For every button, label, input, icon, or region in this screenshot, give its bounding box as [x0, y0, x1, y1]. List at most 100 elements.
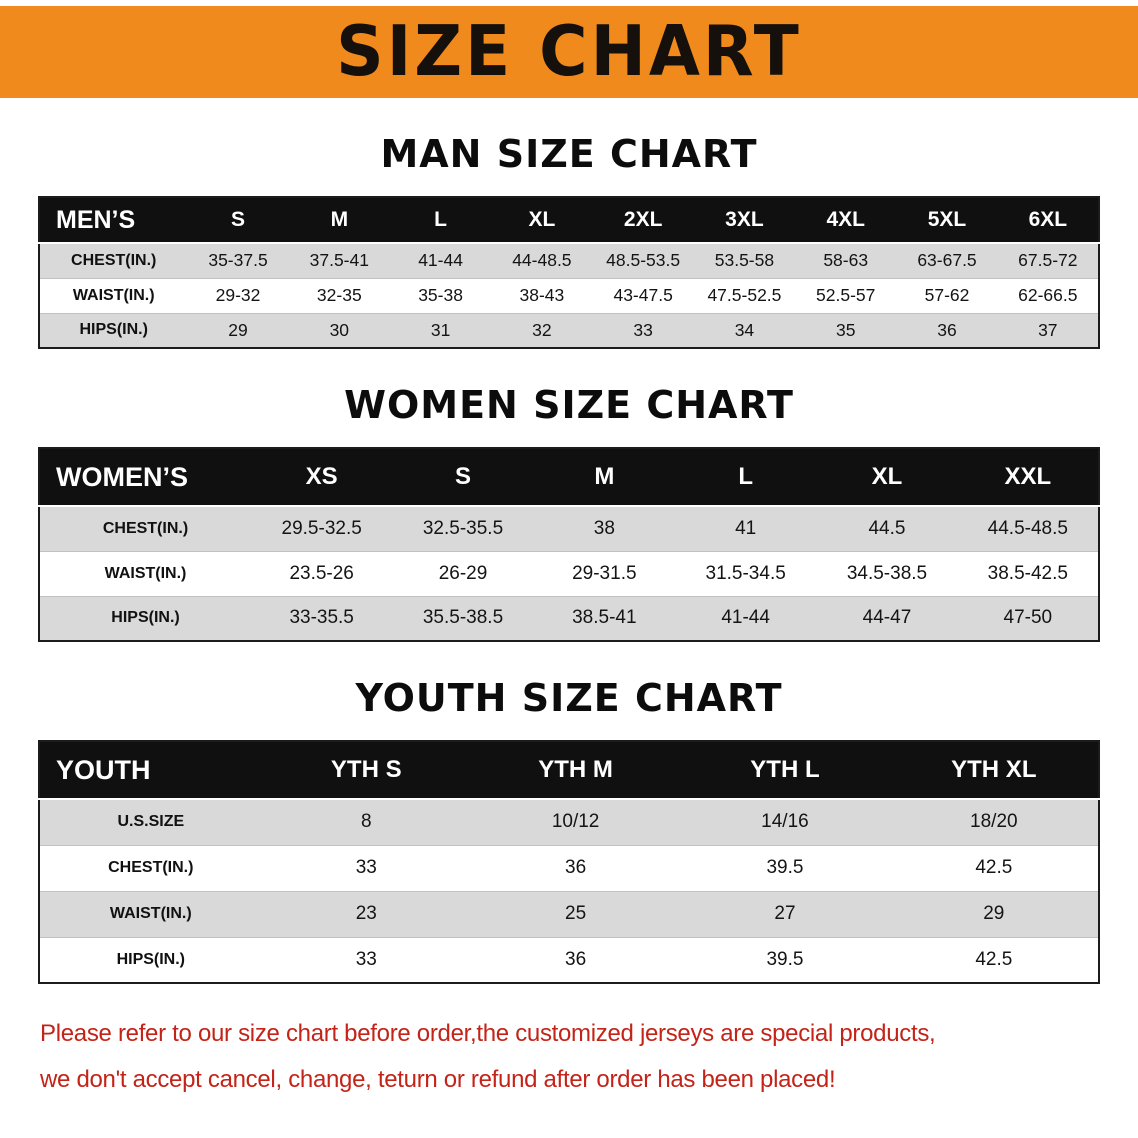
size-value: 53.5-58	[693, 242, 796, 278]
size-value: 38	[533, 505, 675, 551]
women-size-table: WOMEN’S XS S M L XL XXL CHEST(IN.) 29.5-32.5 32.5…	[38, 447, 1100, 642]
row-label: CHEST(IN.)	[39, 242, 188, 278]
size-value: 37.5-41	[288, 242, 390, 278]
size-value: 38.5-41	[533, 595, 675, 641]
disclaimer-line-2: we don't accept cancel, change, teturn o…	[40, 1066, 836, 1094]
size-value: 36	[470, 936, 681, 983]
size-value: 58-63	[795, 242, 897, 278]
table-row: HIPS(IN.) 29 30 31 32 33 34 35 36 37	[39, 312, 1099, 348]
table-title-cell: YOUTH	[39, 740, 262, 800]
section-youth: YOUTH SIZE CHART YOUTH YTH S YTH M YTH L YTH…	[0, 676, 1138, 984]
size-value: 32	[491, 312, 593, 348]
size-header-cell: 5XL	[896, 196, 998, 244]
size-header-cell: L	[674, 447, 817, 507]
section-women: WOMEN SIZE CHART WOMEN’S XS S M L XL XXL CHEST(…	[0, 383, 1138, 642]
table-title-cell: MEN’S	[39, 196, 188, 244]
size-header-cell: XL	[816, 447, 958, 507]
size-value: 47.5-52.5	[693, 277, 796, 313]
size-value: 36	[470, 844, 681, 891]
size-value: 38-43	[491, 277, 593, 313]
men-section-heading: MAN SIZE CHART	[380, 132, 758, 176]
size-value: 44-47	[816, 595, 958, 641]
size-value: 8	[261, 798, 471, 845]
size-header-cell: 3XL	[693, 196, 796, 244]
women-section-heading: WOMEN SIZE CHART	[344, 383, 794, 427]
men-size-table: MEN’S S M L XL 2XL 3XL 4XL 5XL 6XL CHEST(IN.) 35-37…	[38, 196, 1100, 349]
size-value: 34	[693, 312, 796, 348]
size-value: 52.5-57	[795, 277, 897, 313]
size-header-cell: YTH M	[470, 740, 681, 800]
size-header-cell: YTH L	[680, 740, 890, 800]
table-row: CHEST(IN.) 35-37.5 37.5-41 41-44 44-48.5 48.5…	[39, 242, 1099, 278]
size-value: 18/20	[889, 798, 1099, 845]
size-value: 62-66.5	[997, 277, 1099, 313]
size-value: 29	[889, 890, 1099, 937]
size-value: 63-67.5	[896, 242, 998, 278]
size-value: 48.5-53.5	[592, 242, 694, 278]
table-header-row: WOMEN’S XS S M L XL XXL	[39, 447, 1099, 507]
size-header-cell: XS	[251, 447, 393, 507]
size-value: 44.5	[816, 505, 958, 551]
size-value: 33	[261, 844, 471, 891]
size-header-cell: XXL	[957, 447, 1099, 507]
disclaimer-line-1: Please refer to our size chart before or…	[40, 1020, 936, 1047]
size-value: 33	[592, 312, 694, 348]
size-header-cell: L	[389, 196, 492, 244]
row-label: U.S.SIZE	[39, 798, 262, 845]
size-value: 29-31.5	[533, 550, 675, 596]
size-value: 36	[896, 312, 998, 348]
size-value: 30	[288, 312, 390, 348]
size-value: 38.5-42.5	[957, 550, 1099, 596]
size-value: 41	[674, 505, 817, 551]
section-men: MAN SIZE CHART MEN’S S M L XL 2XL 3XL 4XL 5XL 6XL…	[0, 132, 1138, 349]
size-chart-page: SIZE CHART MAN SIZE CHART MEN’S S M L XL 2XL 3…	[0, 6, 1138, 1097]
table-title-cell: WOMEN’S	[39, 447, 251, 507]
size-value: 41-44	[389, 242, 492, 278]
youth-size-table: YOUTH YTH S YTH M YTH L YTH XL U.S.SIZE 8 10/12…	[38, 740, 1100, 984]
size-header-cell: S	[187, 196, 289, 244]
size-value: 39.5	[680, 844, 890, 891]
row-label: WAIST(IN.)	[39, 277, 188, 313]
row-label: HIPS(IN.)	[39, 936, 262, 983]
size-header-cell: M	[533, 447, 675, 507]
size-value: 42.5	[889, 936, 1099, 983]
size-value: 32.5-35.5	[392, 505, 534, 551]
size-value: 44.5-48.5	[957, 505, 1099, 551]
banner: SIZE CHART	[0, 6, 1138, 98]
size-header-cell: XL	[491, 196, 593, 244]
size-value: 23.5-26	[251, 550, 393, 596]
size-value: 44-48.5	[491, 242, 593, 278]
size-value: 29	[187, 312, 289, 348]
row-label: WAIST(IN.)	[39, 550, 251, 596]
size-value: 10/12	[470, 798, 681, 845]
table-row: CHEST(IN.) 29.5-32.5 32.5-35.5 38 41 44.5 44.5…	[39, 505, 1099, 551]
size-value: 43-47.5	[592, 277, 694, 313]
table-row: WAIST(IN.) 29-32 32-35 35-38 38-43 43-47.5 47.…	[39, 277, 1099, 313]
table-row: HIPS(IN.) 33 36 39.5 42.5	[39, 936, 1099, 983]
row-label: HIPS(IN.)	[39, 312, 188, 348]
size-value: 25	[470, 890, 681, 937]
row-label: CHEST(IN.)	[39, 844, 262, 891]
size-value: 29.5-32.5	[251, 505, 393, 551]
size-value: 14/16	[680, 798, 890, 845]
size-value: 32-35	[288, 277, 390, 313]
size-header-cell: S	[392, 447, 534, 507]
size-value: 31.5-34.5	[674, 550, 817, 596]
size-value: 33-35.5	[251, 595, 393, 641]
table-row: U.S.SIZE 8 10/12 14/16 18/20	[39, 798, 1099, 845]
size-header-cell: YTH S	[261, 740, 471, 800]
size-value: 26-29	[392, 550, 534, 596]
size-value: 42.5	[889, 844, 1099, 891]
size-value: 37	[997, 312, 1099, 348]
row-label: WAIST(IN.)	[39, 890, 262, 937]
size-value: 29-32	[187, 277, 289, 313]
size-header-cell: 4XL	[795, 196, 897, 244]
table-header-row: MEN’S S M L XL 2XL 3XL 4XL 5XL 6XL	[39, 196, 1099, 244]
size-value: 34.5-38.5	[816, 550, 958, 596]
table-row: WAIST(IN.) 23 25 27 29	[39, 890, 1099, 937]
table-row: CHEST(IN.) 33 36 39.5 42.5	[39, 844, 1099, 891]
disclaimer: Please refer to our size chart before or…	[40, 1018, 1110, 1097]
size-value: 67.5-72	[997, 242, 1099, 278]
size-value: 35.5-38.5	[392, 595, 534, 641]
size-value: 33	[261, 936, 471, 983]
